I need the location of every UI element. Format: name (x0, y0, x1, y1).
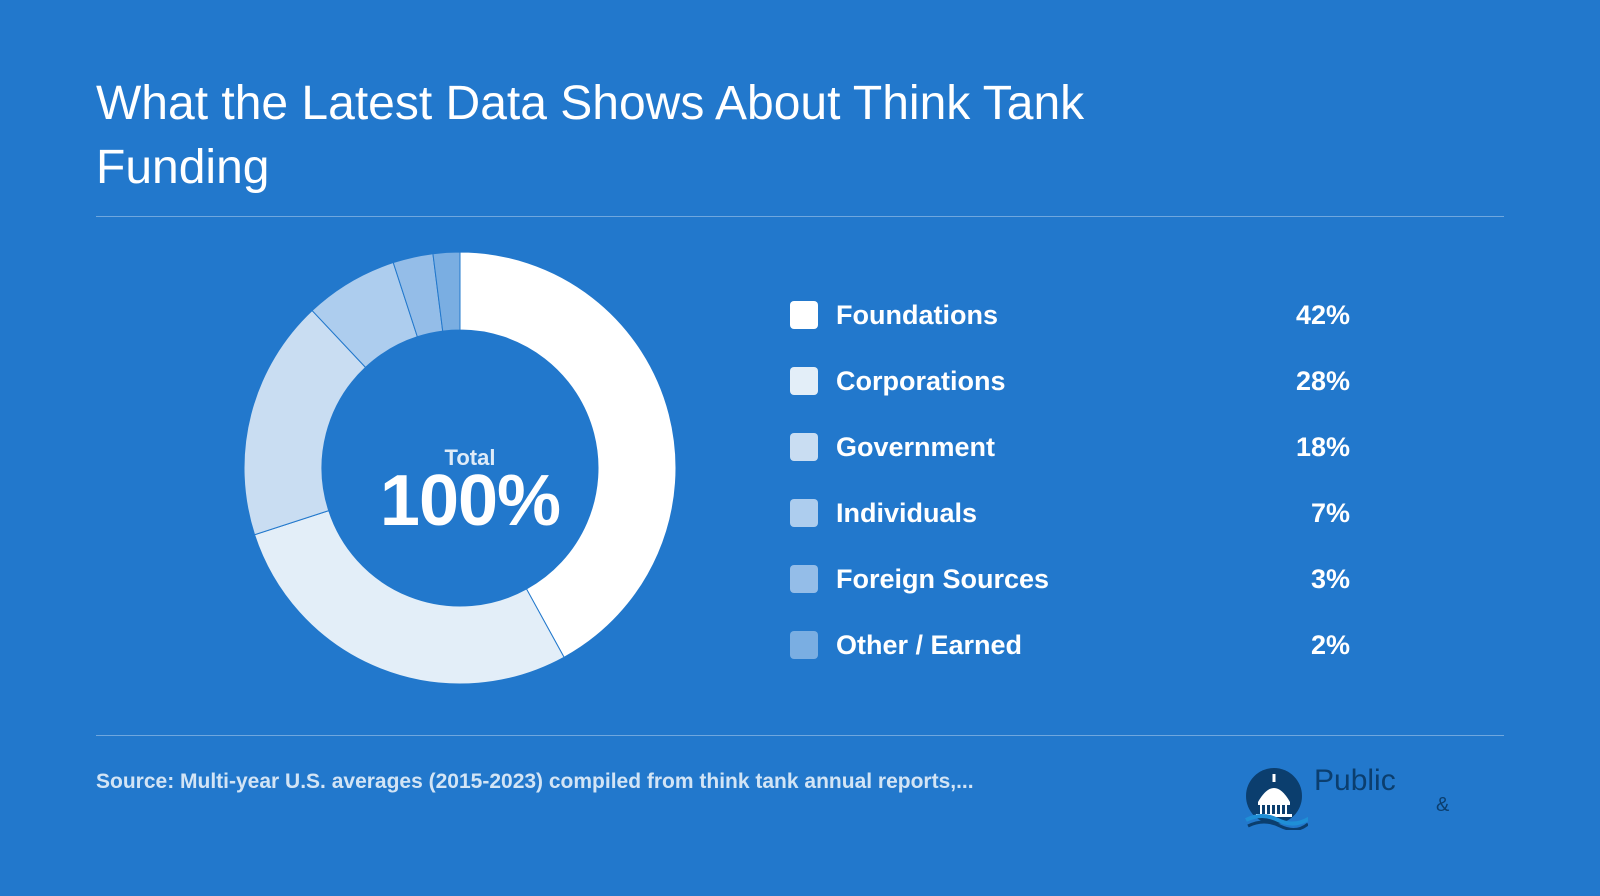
source-note: Source: Multi-year U.S. averages (2015-2… (96, 770, 974, 793)
donut-center-value: 100% (379, 461, 561, 541)
donut-chart (243, 251, 677, 685)
logo-wordmark: Public (1314, 764, 1396, 797)
legend-swatch (790, 499, 818, 527)
legend-swatch (790, 631, 818, 659)
logo-ampersand: & (1436, 794, 1450, 816)
legend-item-government: Government 18% (790, 414, 1350, 480)
legend-value: 18% (1295, 431, 1350, 462)
legend-swatch (790, 367, 818, 395)
capitol-dome-icon (1245, 768, 1308, 830)
footer-divider (96, 735, 1504, 736)
legend-value: 3% (1310, 563, 1350, 594)
legend-label: Foreign Sources (836, 563, 1050, 594)
legend-value: 28% (1295, 365, 1350, 396)
legend-item-individuals: Individuals 7% (790, 480, 1350, 546)
legend-item-other-earned: Other / Earned 2% (790, 612, 1350, 678)
legend-item-foreign-sources: Foreign Sources 3% (790, 546, 1350, 612)
legend-label: Foundations (836, 299, 998, 330)
title-divider (96, 216, 1504, 217)
legend-swatch (790, 433, 818, 461)
donut-slice-other-earned (432, 251, 461, 332)
legend-label: Other / Earned (836, 629, 1023, 660)
legend-value: 7% (1310, 497, 1350, 528)
legend-label: Government (836, 431, 996, 462)
chart-legend: Foundations 42% Corporations 28% Governm… (790, 282, 1350, 678)
legend-item-foundations: Foundations 42% (790, 282, 1350, 348)
legend-value: 42% (1295, 299, 1350, 330)
brand-logo: Public & (1244, 764, 1504, 830)
donut-slice-foundations (459, 251, 677, 658)
legend-label: Individuals (836, 497, 978, 528)
legend-swatch (790, 565, 818, 593)
donut-slice-corporations (253, 510, 565, 685)
donut-center-label: Total (444, 445, 496, 470)
legend-value: 2% (1310, 629, 1350, 660)
page-title: What the Latest Data Shows About Think T… (96, 77, 1085, 194)
legend-label: Corporations (836, 365, 1006, 396)
legend-swatch (790, 301, 818, 329)
legend-item-corporations: Corporations 28% (790, 348, 1350, 414)
